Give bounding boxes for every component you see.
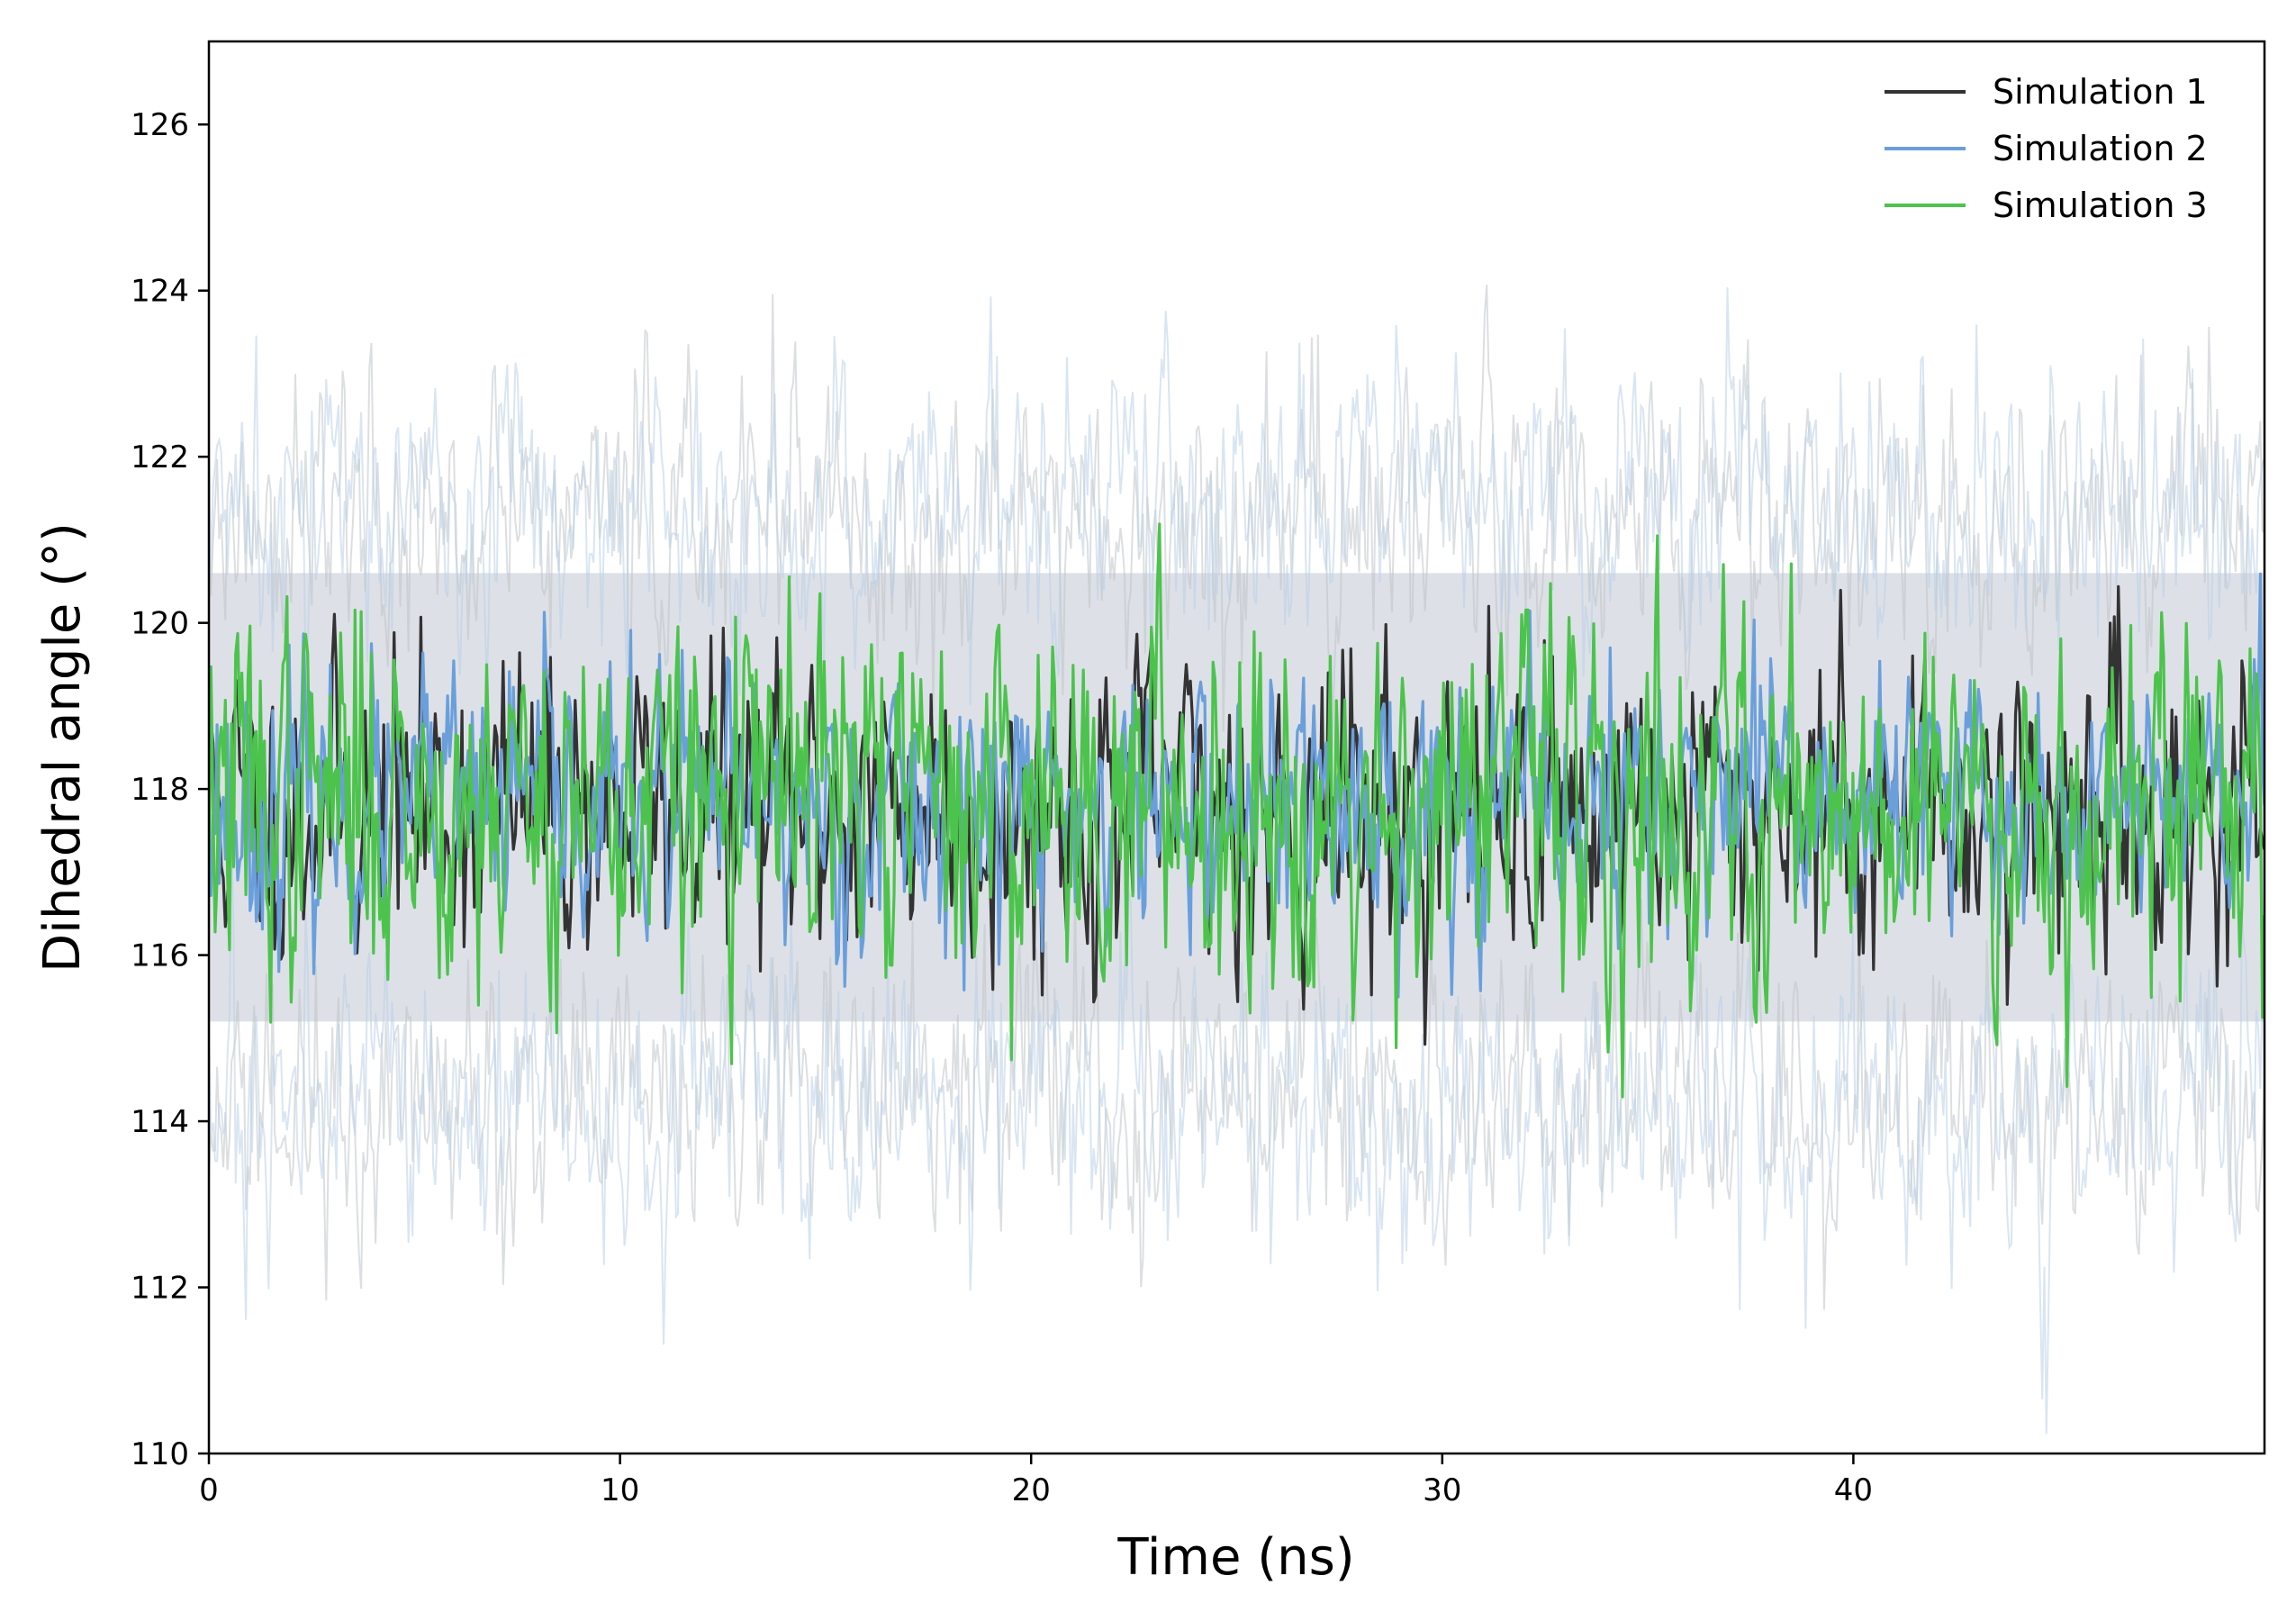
y-axis-title: Dihedral angle (°) [33, 522, 92, 973]
series-line-3 [209, 522, 2264, 1099]
legend-label-2: Simulation 2 [1993, 129, 2208, 168]
y-axis: 110 112 114 116 118 120 122 124 126 [131, 107, 209, 1472]
y-tick-label: 114 [131, 1104, 189, 1140]
series-lines [209, 522, 2264, 1099]
x-tick-label: 30 [1423, 1472, 1461, 1508]
x-axis: 0 10 20 30 40 [199, 1453, 1873, 1508]
x-tick-label: 10 [601, 1472, 639, 1508]
y-tick-label: 122 [131, 439, 189, 475]
plot-frame [207, 40, 2266, 1455]
band-upper-2 [209, 287, 2264, 705]
plot-area [209, 284, 2264, 1435]
y-tick-label: 112 [131, 1271, 189, 1307]
x-axis-title: Time (ns) [1116, 1528, 1354, 1587]
x-tick-label: 40 [1834, 1472, 1873, 1508]
y-tick-label: 126 [131, 107, 189, 143]
x-tick-label: 20 [1012, 1472, 1051, 1508]
band-lower-2 [209, 838, 2264, 1435]
x-tick-label: 0 [199, 1472, 219, 1508]
y-tick-label: 116 [131, 938, 189, 974]
legend: Simulation 1 Simulation 2 Simulation 3 [1885, 72, 2208, 225]
y-tick-label: 110 [131, 1436, 189, 1472]
band-upper-1 [209, 284, 2264, 748]
y-tick-label: 120 [131, 606, 189, 642]
legend-label-1: Simulation 1 [1993, 72, 2208, 112]
series-line-1 [209, 584, 2264, 1046]
y-tick-label: 118 [131, 772, 189, 808]
y-tick-label: 124 [131, 274, 189, 310]
legend-label-3: Simulation 3 [1993, 186, 2208, 225]
